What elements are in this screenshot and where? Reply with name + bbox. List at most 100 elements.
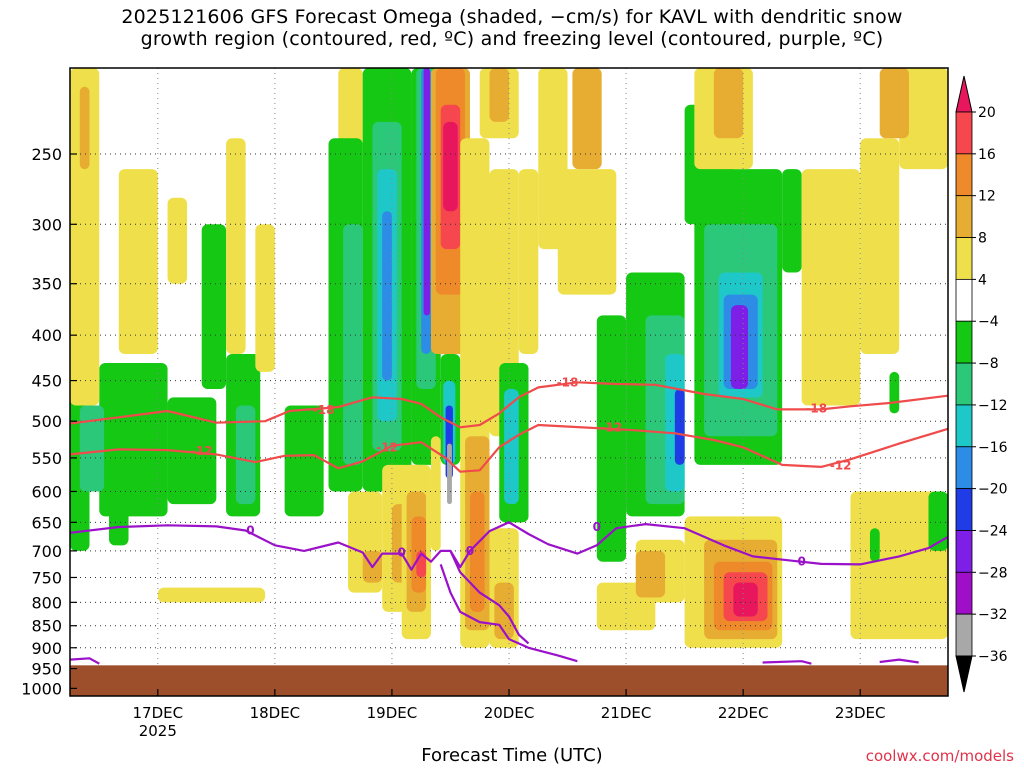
contour-label: -18 [557,375,579,389]
colorbar-swatch [955,488,973,531]
omega-region [235,405,256,505]
omega-region [167,197,188,284]
x-tick-sublabel: 2025 [139,722,177,740]
colorbar-label: −16 [978,440,1008,456]
colorbar-swatch [955,320,973,364]
colorbar-label: 4 [978,272,987,288]
omega-region [382,211,392,381]
y-tick-label: 550 [31,449,62,468]
chart-title: 2025121606 GFS Forecast Omega (shaded, −… [0,6,1024,50]
colorbar-swatch [955,237,973,280]
omega-region [713,68,744,139]
omega-region [118,169,158,354]
omega-region [733,582,758,617]
colorbar-top-arrow [955,75,973,113]
title-line-1: 2025121606 GFS Forecast Omega (shaded, −… [121,6,903,28]
omega-region [801,169,861,406]
contour-line [879,658,919,664]
colorbar-bottom-arrow [955,655,973,693]
omega-region [284,405,324,517]
axes-layer: 250 300 350 400 450 500 550 600 650 700 750 800 850 9… [21,67,949,740]
y-tick-label: 800 [31,593,62,612]
colorbar-swatch [955,571,973,615]
contour-line [70,381,948,429]
y-tick-label: 750 [31,568,62,587]
contour-label: 0 [593,520,601,534]
omega-region [201,224,227,390]
omega-region [70,68,100,406]
omega-region [572,68,602,170]
contour-label: -12 [376,440,398,454]
colorbar-swatch [955,195,973,238]
colorbar-label: 8 [978,231,987,247]
omega-shading-layer [70,68,948,696]
contour-label: -12 [830,459,852,473]
y-tick-label: 250 [31,145,62,164]
colorbar-swatch [955,613,973,657]
omega-region [899,68,948,170]
contour-label: -18 [313,403,335,417]
colorbar-label: −12 [978,398,1008,414]
x-axis-label: Forecast Time (UTC) [421,745,603,766]
contour-line [439,564,578,663]
colorbar-label: −36 [978,649,1008,665]
contour-line [70,423,948,473]
colorbar-label: −8 [978,356,999,372]
omega-region [469,491,485,612]
omega-region [167,397,217,505]
colorbar: 20 16 12 8 4 −4 −8 −12 −16 −20 −24 −28 −32 −36 [955,75,1008,693]
x-tick-label: 20DEC [484,704,535,722]
contour-label: 0 [398,546,406,560]
omega-region [423,68,430,316]
colorbar-swatch [955,362,973,406]
omega-region [518,169,539,354]
omega-region [869,528,880,562]
x-tick-label: 19DEC [367,704,418,722]
omega-region [343,224,363,465]
colorbar-label: −32 [978,607,1008,623]
colorbar-swatch [955,404,973,448]
contour-label: -12 [191,444,213,458]
contour-label: 0 [246,524,254,538]
colorbar-swatch [955,530,973,573]
omega-region [596,315,627,562]
colorbar-swatch [955,153,973,197]
omega-region [928,491,948,551]
colorbar-swatch [955,446,973,490]
y-tick-label: 600 [31,482,62,501]
omega-region [879,68,909,139]
y-tick-label: 350 [31,275,62,294]
omega-region [109,421,129,546]
contour-label: -18 [805,402,827,416]
omega-region [79,405,105,492]
y-tick-label: 1000 [21,679,62,698]
contour-line [70,657,100,665]
omega-region [782,169,802,273]
colorbar-swatch [955,278,973,322]
colorbar-label: −24 [978,523,1008,539]
y-tick-label: 400 [31,326,62,345]
y-tick-label: 700 [31,542,62,561]
y-tick-label: 850 [31,617,62,636]
omega-region [430,436,441,551]
omega-region [157,587,266,603]
contour-layer: -18 -12 -12 -18 -12 -18 -12 0 0 0 0 0 [70,375,948,665]
y-tick-label: 450 [31,372,62,391]
x-tick-label: 21DEC [601,704,652,722]
title-line-2: growth region (contoured, red, ºC) and f… [140,28,884,50]
omega-region [557,169,617,295]
contour-line [762,660,812,665]
omega-region [860,138,900,354]
colorbar-label: 16 [978,147,996,163]
omega-region [447,443,452,505]
colorbar-label: −20 [978,482,1008,498]
colorbar-label: 12 [978,189,996,205]
y-tick-label: 950 [31,660,62,679]
contour-line [70,521,948,571]
credit-text: coolwx.com/models [865,747,1014,765]
omega-region [489,68,509,122]
x-tick-label: 17DEC [133,704,184,722]
omega-region [226,138,246,354]
x-tick-label: 18DEC [250,704,301,722]
